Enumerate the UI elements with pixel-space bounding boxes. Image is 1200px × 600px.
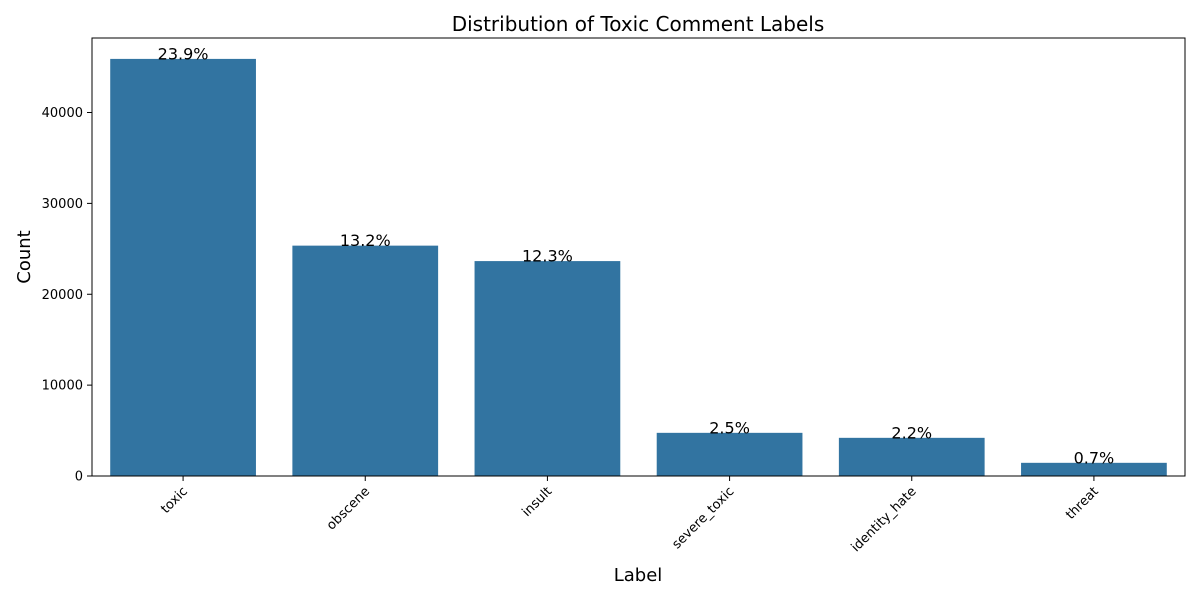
bar-severe-toxic — [656, 432, 803, 476]
y-tick-label: 10000 — [42, 379, 83, 394]
y-axis-ticks: 0 10000 20000 30000 40000 — [42, 106, 92, 485]
bar-insult — [474, 261, 621, 476]
y-tick-label: 0 — [75, 470, 83, 485]
y-tick-label: 40000 — [42, 106, 83, 121]
chart-title: Distribution of Toxic Comment Labels — [452, 12, 825, 36]
bars-group — [110, 58, 1167, 476]
plot-frame — [91, 37, 1186, 477]
data-label-identity-hate: 2.2% — [891, 423, 932, 442]
data-label-threat: 0.7% — [1074, 448, 1115, 467]
data-label-severe-toxic: 2.5% — [709, 418, 750, 437]
bar-threat — [1021, 462, 1167, 476]
x-axis-title: Label — [614, 565, 663, 586]
bar-identity-hate — [838, 437, 985, 476]
data-label-obscene: 13.2% — [340, 231, 391, 250]
y-tick-label: 20000 — [42, 288, 83, 303]
bar-obscene — [292, 245, 439, 476]
data-labels-group: 23.9% 13.2% 12.3% 2.5% 2.2% 0.7% — [158, 44, 1115, 467]
y-axis-title: Count — [14, 230, 35, 283]
data-label-insult: 12.3% — [522, 247, 573, 266]
y-tick-label: 30000 — [42, 197, 83, 212]
bar-toxic — [110, 58, 256, 476]
data-label-toxic: 23.9% — [158, 44, 209, 63]
